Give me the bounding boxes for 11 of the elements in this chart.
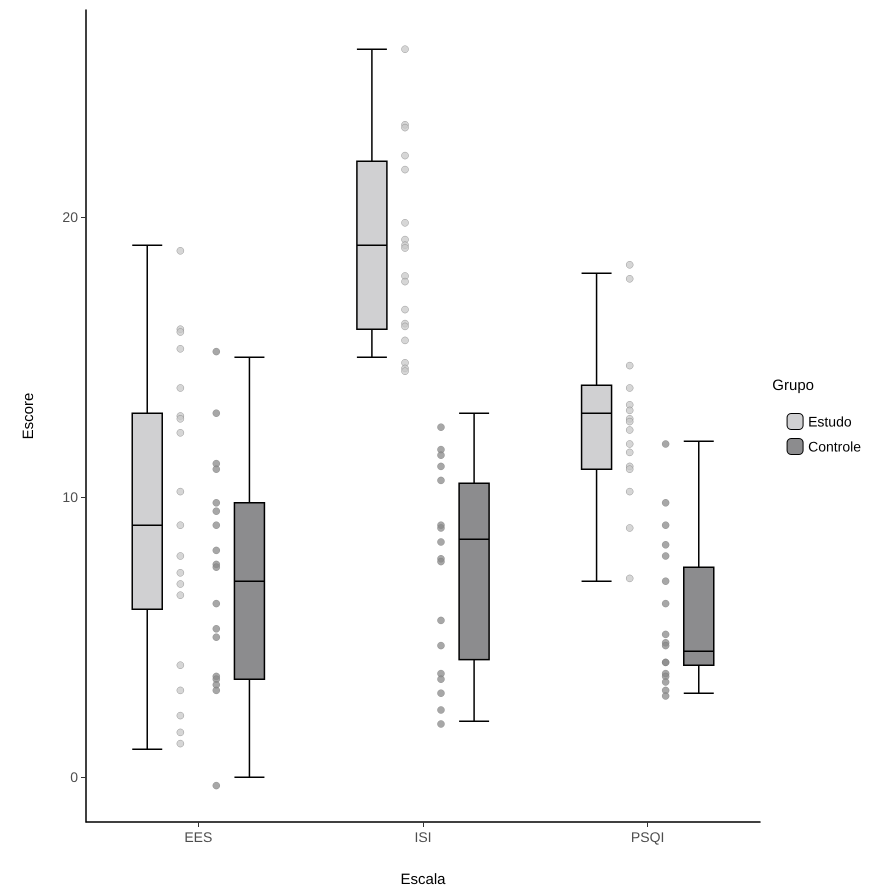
x-tick-label: EES: [184, 829, 212, 845]
y-tick-label: 0: [70, 769, 78, 786]
x-tick-label: PSQI: [630, 829, 664, 845]
legend-label: Estudo: [808, 414, 852, 430]
legend-label: Controle: [808, 438, 862, 454]
x-axis-title: Escala: [400, 871, 446, 888]
legend-title: Grupo: [772, 377, 814, 394]
y-tick-label: 20: [62, 209, 78, 226]
y-axis-title: Escore: [20, 392, 37, 440]
y-tick-label: 10: [62, 489, 78, 506]
x-tick-label: ISI: [414, 829, 432, 845]
